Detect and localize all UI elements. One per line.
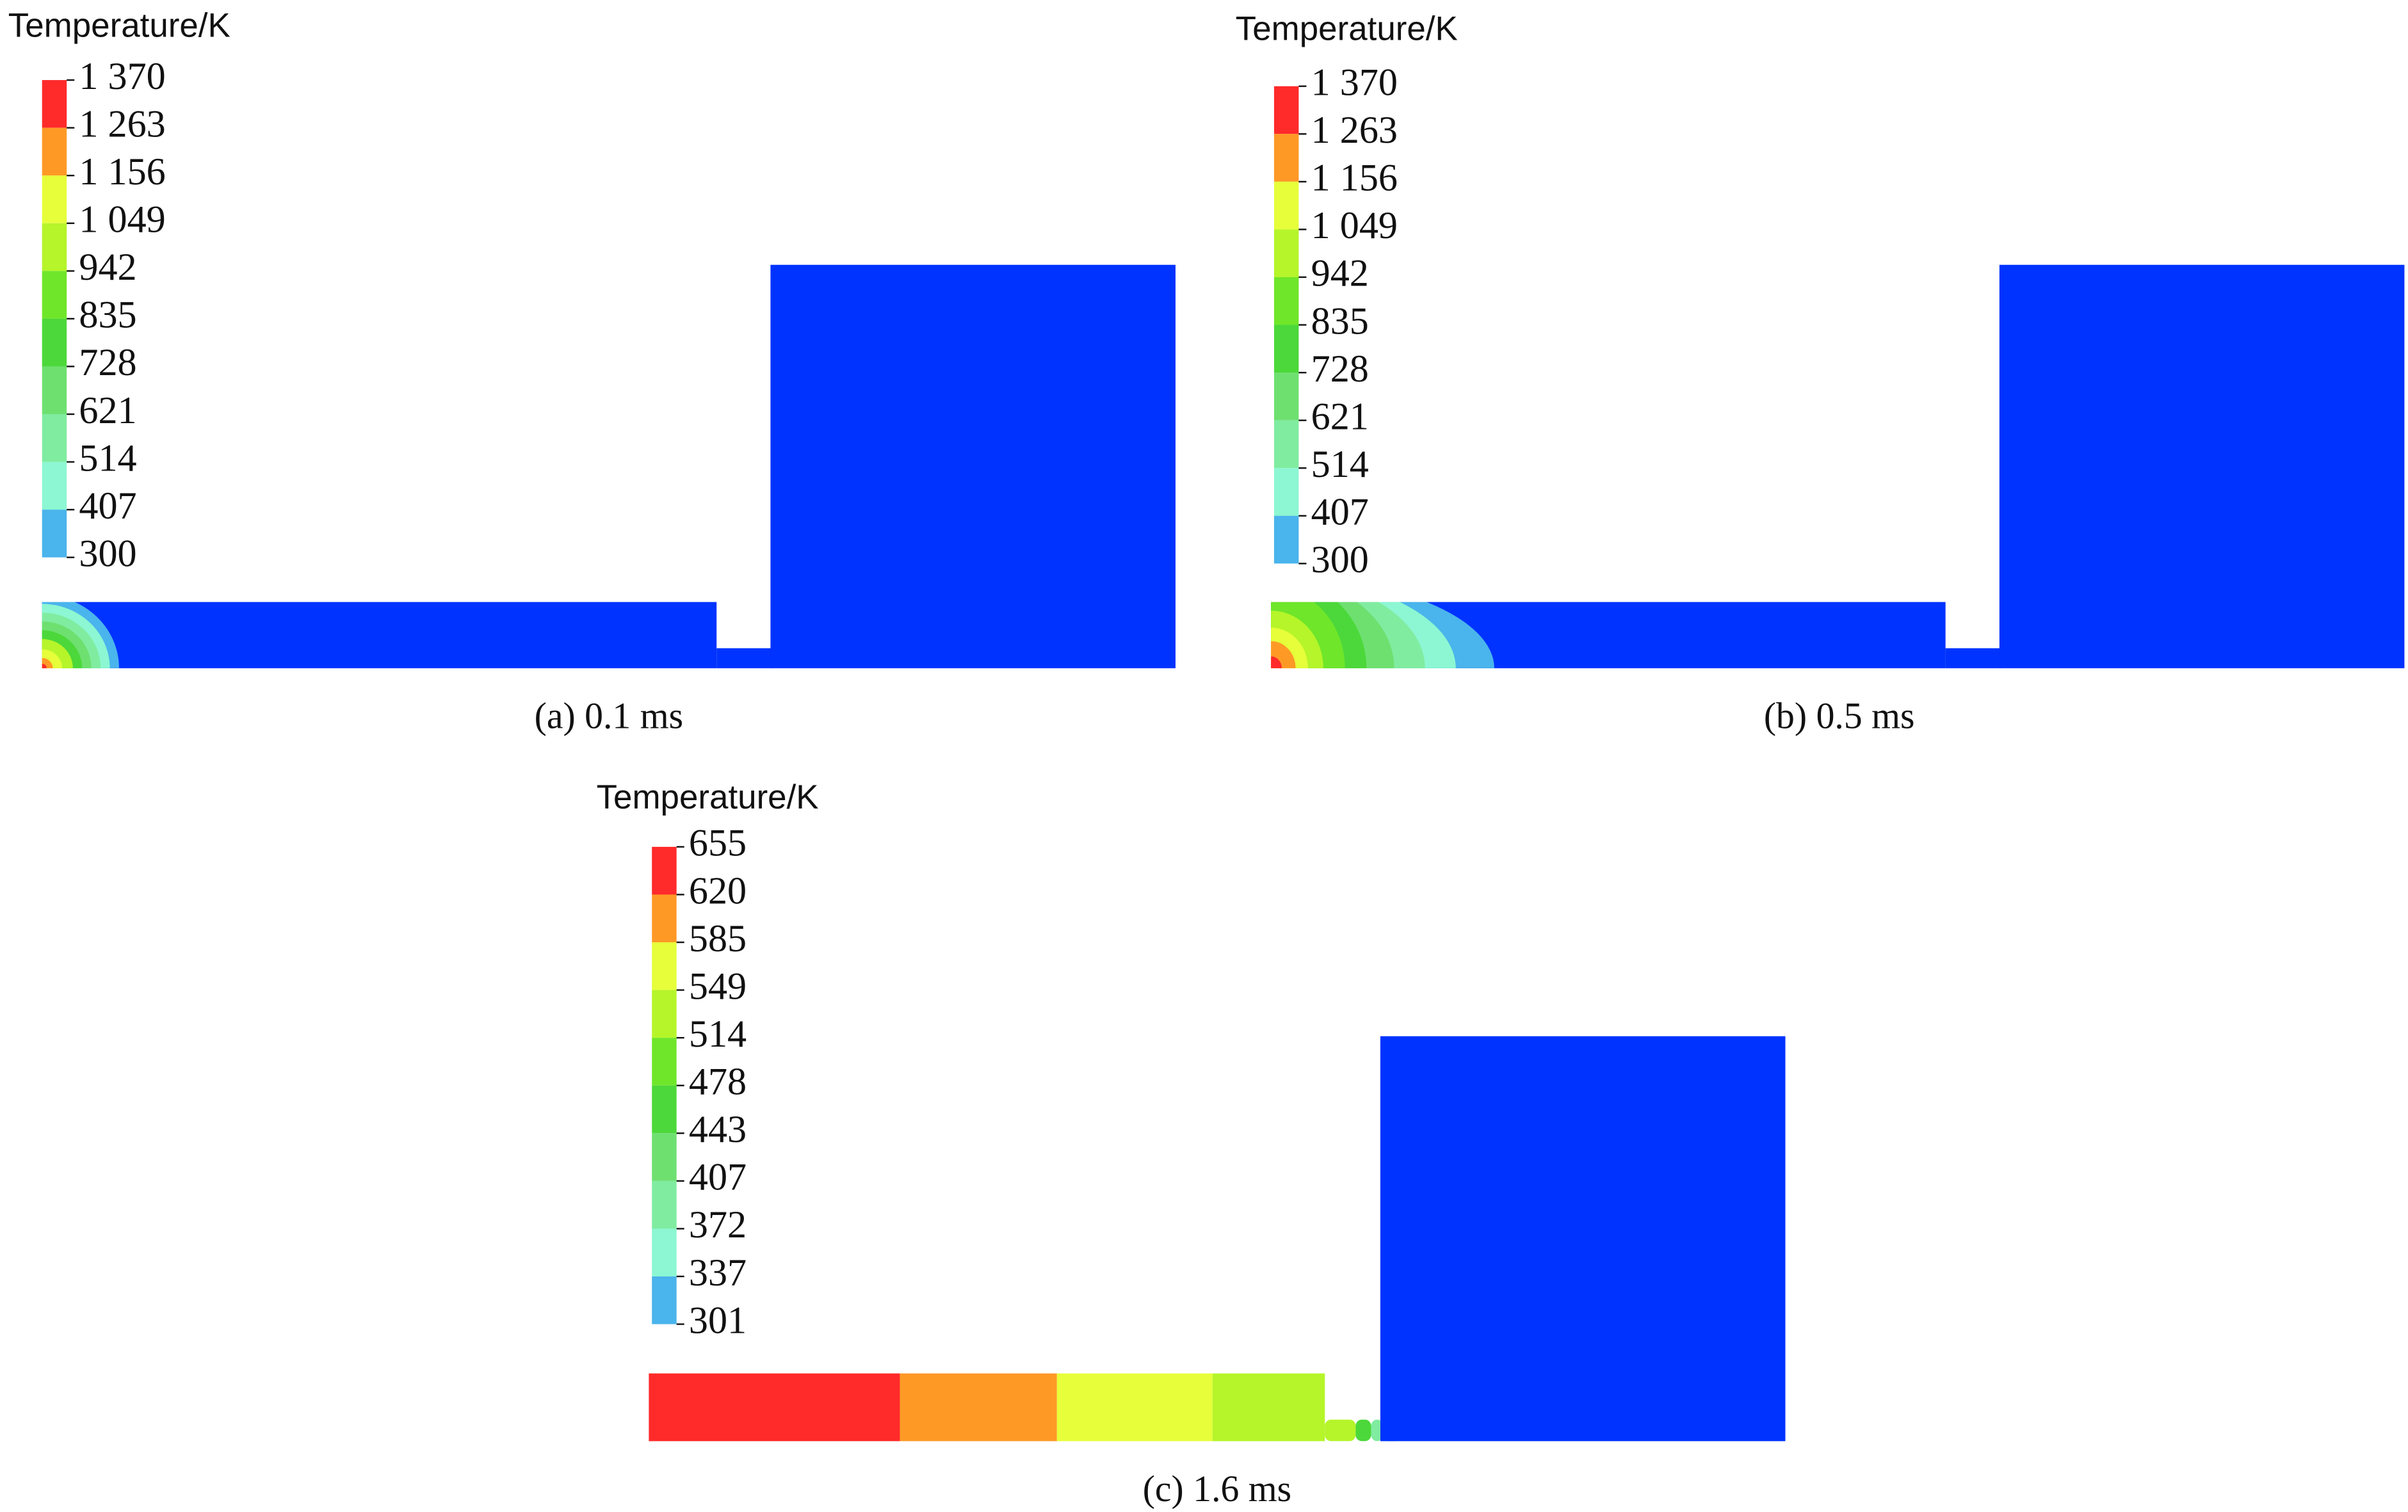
legend-label: 1 049 <box>79 198 165 241</box>
legend-title: Temperature/K <box>597 778 819 816</box>
legend-band <box>1273 181 1299 230</box>
gap-band <box>1325 1419 1356 1442</box>
legend-band <box>1273 86 1299 134</box>
isotherm <box>42 639 73 668</box>
legend-band <box>652 1276 677 1324</box>
legend-band <box>652 846 677 895</box>
legend-band <box>652 1085 677 1134</box>
legend-label: 301 <box>689 1299 747 1342</box>
legend-band <box>42 318 67 367</box>
legend-label: 372 <box>689 1203 747 1246</box>
isotherm <box>42 649 62 668</box>
isotherm <box>42 657 53 668</box>
legend-label: 1 263 <box>1311 109 1398 152</box>
legend-band <box>652 942 677 990</box>
contour-a <box>42 264 1176 668</box>
gap-floor <box>716 648 772 668</box>
legend-band <box>1273 373 1299 421</box>
legend-label: 478 <box>689 1061 747 1104</box>
legend-label: 1 156 <box>1311 157 1398 200</box>
gap-floor <box>1945 648 2001 668</box>
legend-band <box>1273 277 1299 325</box>
legend-label: 443 <box>689 1108 747 1151</box>
legend-band <box>1273 229 1299 277</box>
legend-label: 942 <box>1311 252 1369 295</box>
legend-label: 728 <box>1311 348 1369 390</box>
legend-label: 835 <box>79 294 136 337</box>
legend-label: 1 049 <box>1311 204 1398 247</box>
legend-band <box>652 990 677 1038</box>
legend-band <box>1273 468 1299 516</box>
legend-label: 585 <box>689 917 747 960</box>
legend-label: 620 <box>689 869 747 912</box>
legend-band <box>42 414 67 462</box>
legend-label: 621 <box>79 389 136 432</box>
gap-band <box>1355 1419 1371 1442</box>
chamber <box>1999 264 2405 668</box>
legend-band <box>42 366 67 415</box>
channel-zone <box>1212 1373 1325 1442</box>
legend-band <box>42 462 67 510</box>
legend-label: 1 370 <box>1311 61 1398 104</box>
legend-band <box>1273 420 1299 469</box>
legend-label: 514 <box>79 437 136 479</box>
legend-label: 407 <box>689 1156 747 1199</box>
isotherm <box>42 664 47 668</box>
legend-label: 549 <box>689 965 747 1008</box>
legend-label: 407 <box>1311 491 1369 534</box>
legend-label: 337 <box>689 1251 747 1294</box>
caption: (b) 0.5 ms <box>1764 696 1915 737</box>
channel-zone <box>649 1373 900 1442</box>
channel <box>42 602 717 668</box>
chamber <box>1380 1036 1786 1442</box>
legend-band <box>652 1228 677 1276</box>
legend-label: 835 <box>1311 300 1369 342</box>
legend-label: 1 156 <box>79 150 165 193</box>
legend-label: 1 370 <box>79 55 165 98</box>
legend-band <box>42 175 67 223</box>
legend-band <box>42 271 67 319</box>
legend-band <box>1273 325 1299 373</box>
isotherm <box>1271 656 1282 668</box>
legend-label: 942 <box>79 246 136 289</box>
caption: (c) 1.6 ms <box>1143 1469 1291 1509</box>
legend-title: Temperature/K <box>8 7 230 45</box>
chamber <box>770 264 1176 668</box>
legend-band <box>652 894 677 943</box>
legend-label: 655 <box>689 822 747 865</box>
caption: (a) 0.1 ms <box>535 696 683 737</box>
legend-band <box>652 1038 677 1086</box>
legend-band <box>1273 515 1299 564</box>
legend-label: 728 <box>79 341 136 384</box>
contour-b <box>1271 264 2405 668</box>
panel: Temperature/K655620585549514478443407372… <box>597 778 1292 1509</box>
legend-band <box>42 80 67 128</box>
legend-band <box>42 127 67 176</box>
legend-label: 514 <box>1311 443 1369 486</box>
legend-label: 300 <box>1311 538 1369 581</box>
channel-zone <box>1056 1373 1213 1442</box>
legend-label: 621 <box>1311 395 1369 438</box>
legend-band <box>1273 134 1299 182</box>
hot-zone <box>1271 602 1494 668</box>
legend-band <box>42 510 67 558</box>
contour-c <box>649 1036 1786 1442</box>
legend-title: Temperature/K <box>1236 10 1458 48</box>
legend-band <box>42 223 67 271</box>
channel-zone <box>900 1373 1057 1442</box>
legend-label: 407 <box>79 485 136 527</box>
legend-label: 514 <box>689 1013 747 1056</box>
legend-band <box>652 1133 677 1181</box>
legend-label: 300 <box>79 533 136 575</box>
legend-band <box>652 1180 677 1229</box>
legend-label: 1 263 <box>79 102 165 145</box>
hot-spot <box>42 602 119 668</box>
